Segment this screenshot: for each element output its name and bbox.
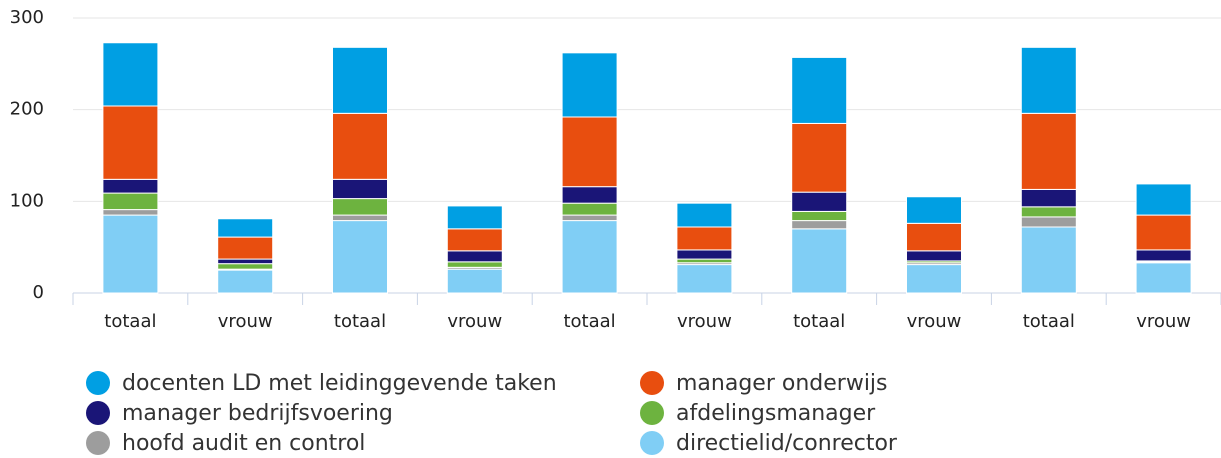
bar-segment [906,222,962,252]
bar-segment [102,214,159,294]
bar-segment [102,209,159,216]
bar-segment [217,269,274,294]
bar-segment [906,196,962,224]
legend-marker [640,371,664,395]
bar-segment [676,264,733,294]
bar-segment [332,214,388,222]
bar-segment [1020,188,1077,208]
x-tick-label: vrouw [447,311,502,332]
bar-segment [102,105,159,180]
legend-marker [86,371,110,395]
bar-segment [1020,46,1077,114]
bar-segment [791,191,848,212]
bar-segment [1020,216,1077,228]
y-tick-label: 0 [33,282,44,303]
bar-segment [332,112,388,180]
bar-segment [1020,226,1077,294]
legend-label: manager onderwijs [676,371,888,396]
bar-segment [217,263,274,270]
bar-segment [332,198,388,216]
legend-label: docenten LD met leidinggevende taken [122,371,557,396]
x-tick-label: totaal [563,311,615,332]
x-tick-label: vrouw [677,311,732,332]
bar-segment [676,202,733,228]
bar-segment [1020,206,1077,218]
legend-label: afdelingsmanager [676,401,876,426]
bar-segment [446,261,503,268]
x-tick-label: vrouw [1136,311,1191,332]
bar-segment [446,228,503,252]
bar-segment [1135,214,1192,251]
bar-segment [791,220,848,230]
y-tick-label: 300 [10,7,44,28]
bar-segment [1135,249,1192,262]
x-tick-label: totaal [1023,311,1075,332]
bar-segment [102,178,159,194]
bar-segment [102,192,159,211]
bar-segment [561,214,618,222]
bar-segment [217,218,274,238]
legend-label: hoofd audit en control [122,431,365,456]
bar-segment [332,220,388,294]
bar-segment [791,122,848,193]
bar-segment [102,42,159,107]
x-tick-label: totaal [334,311,386,332]
legend-label: manager bedrijfsvoering [122,401,393,426]
bar-segment [561,52,618,118]
bar-segment [906,264,962,294]
bar-segment [446,205,503,230]
bar-segment [217,236,274,260]
bar-segment [217,258,274,265]
legend-marker [640,401,664,425]
bar-segment [1135,183,1192,216]
bar-segment [676,249,733,260]
bar-segment [1135,262,1192,294]
legend-marker [86,401,110,425]
legend-marker [640,431,664,455]
bar-segment [561,220,618,294]
y-tick-label: 100 [10,190,44,211]
bar-segment [791,56,848,124]
bar-segment [791,210,848,222]
bar-segment [676,226,733,251]
bar-segment [1020,112,1077,190]
legend-label: directielid/conrector [676,431,898,456]
bar-segment [446,250,503,263]
y-tick-label: 200 [10,99,44,120]
x-tick-label: totaal [793,311,845,332]
x-tick-label: totaal [104,311,156,332]
bar-segment [332,46,388,114]
bar-segment [561,186,618,204]
x-tick-label: vrouw [218,311,273,332]
bar-segment [906,250,962,262]
bar-segment [446,268,503,294]
bar-segment [561,202,618,216]
bar-segment [676,258,733,264]
bar-segment [561,116,618,188]
bar-segment [791,228,848,294]
x-tick-label: vrouw [907,311,962,332]
legend-marker [86,431,110,455]
bar-segment [332,178,388,200]
